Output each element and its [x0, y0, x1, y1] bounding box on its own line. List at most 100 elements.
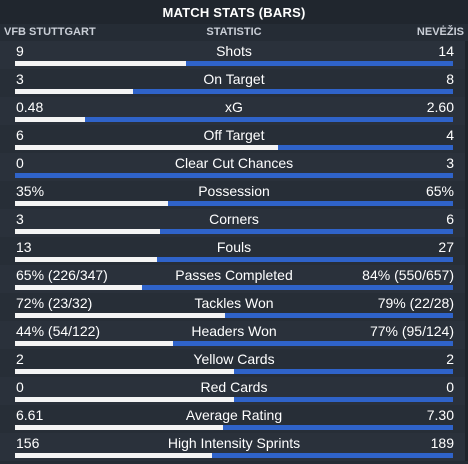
panel-title-bar: MATCH STATS (BARS)	[0, 0, 468, 24]
stat-label: Passes Completed	[175, 267, 293, 283]
home-bar-fill	[15, 397, 234, 402]
home-value: 156	[16, 435, 40, 451]
home-value: 0.48	[16, 99, 44, 115]
comparison-bar	[15, 89, 453, 94]
stat-row: On Target 3 8	[0, 69, 468, 97]
home-value: 44% (54/122)	[16, 323, 101, 339]
away-bar-fill	[172, 341, 453, 346]
home-value: 13	[16, 239, 32, 255]
stat-label: Average Rating	[185, 407, 283, 423]
statistic-column-header: STATISTIC	[206, 26, 262, 38]
stat-label: Corners	[209, 211, 259, 227]
home-bar-fill	[15, 117, 86, 122]
away-bar-fill	[277, 145, 453, 150]
away-bar-fill	[212, 453, 453, 458]
away-bar-fill	[234, 397, 453, 402]
home-value: 35%	[16, 183, 45, 199]
stat-row: Clear Cut Chances 0 3	[0, 153, 468, 181]
stat-label: Possession	[198, 183, 270, 199]
home-bar-fill	[15, 341, 173, 346]
away-value: 3	[446, 155, 454, 171]
away-bar-fill	[185, 61, 453, 66]
column-header-row: STATISTIC VFB STUTTGART NEVĖŽIS	[0, 25, 468, 41]
comparison-bar	[15, 397, 453, 402]
away-value: 8	[446, 71, 454, 87]
away-value: 2.60	[426, 99, 454, 115]
stat-row: Headers Won 44% (54/122) 77% (95/124)	[0, 321, 468, 349]
home-value: 0	[16, 155, 24, 171]
stat-row: High Intensity Sprints 156 189	[0, 433, 468, 461]
stat-label: Off Target	[203, 127, 265, 143]
stat-row: Shots 9 14	[0, 41, 468, 69]
home-team-column-header[interactable]: VFB STUTTGART	[4, 26, 96, 38]
home-bar-fill	[15, 61, 186, 66]
home-bar-fill	[15, 229, 160, 234]
comparison-bar	[15, 117, 453, 122]
away-value: 2	[446, 351, 454, 367]
away-bar-fill	[85, 117, 453, 122]
comparison-bar	[15, 229, 453, 234]
away-value: 4	[446, 127, 454, 143]
stat-row: Yellow Cards 2 2	[0, 349, 468, 377]
home-value: 3	[16, 71, 24, 87]
comparison-bar	[15, 369, 453, 374]
away-bar-fill	[225, 313, 453, 318]
stat-row: Possession 35% 65%	[0, 181, 468, 209]
comparison-bar	[15, 341, 453, 346]
home-bar-fill	[15, 285, 143, 290]
home-value: 2	[16, 351, 24, 367]
home-bar-fill	[15, 369, 234, 374]
home-value: 3	[16, 211, 24, 227]
comparison-bar	[15, 173, 453, 178]
stat-row: Corners 3 6	[0, 209, 468, 237]
comparison-bar	[15, 453, 453, 458]
stat-row: Off Target 6 4	[0, 125, 468, 153]
comparison-bar	[15, 425, 453, 430]
away-value: 189	[430, 435, 454, 451]
comparison-bar	[15, 201, 453, 206]
away-bar-fill	[159, 229, 453, 234]
home-bar-fill	[15, 257, 158, 262]
home-bar-fill	[15, 145, 278, 150]
stat-row: Average Rating 6.61 7.30	[0, 405, 468, 433]
away-value: 6	[446, 211, 454, 227]
away-value: 79% (22/28)	[377, 295, 454, 311]
home-bar-fill	[15, 89, 134, 94]
panel-title: MATCH STATS (BARS)	[162, 4, 306, 20]
stat-label: xG	[225, 99, 243, 115]
away-bar-fill	[223, 425, 453, 430]
comparison-bar	[15, 145, 453, 150]
home-bar-fill	[15, 425, 224, 430]
stat-label: Headers Won	[191, 323, 277, 339]
home-value: 6	[16, 127, 24, 143]
away-bar-fill	[15, 173, 453, 178]
away-value: 65%	[425, 183, 454, 199]
home-bar-fill	[15, 201, 169, 206]
stat-row: Tackles Won 72% (23/32) 79% (22/28)	[0, 293, 468, 321]
stat-label: Clear Cut Chances	[174, 155, 294, 171]
comparison-bar	[15, 61, 453, 66]
scrollbar-track[interactable]	[465, 41, 468, 461]
away-bar-fill	[168, 201, 453, 206]
stats-list: Shots 9 14 On Target 3 8 xG 0.48 2.60 Off Target 6…	[0, 41, 468, 461]
stat-label: Yellow Cards	[193, 351, 275, 367]
away-bar-fill	[142, 285, 453, 290]
away-value: 0	[446, 379, 454, 395]
away-bar-fill	[157, 257, 453, 262]
away-team-column-header[interactable]: NEVĖŽIS	[416, 26, 464, 38]
home-value: 0	[16, 379, 24, 395]
home-value: 9	[16, 43, 24, 59]
away-value: 27	[438, 239, 454, 255]
home-value: 65% (226/347)	[16, 267, 108, 283]
stat-label: On Target	[203, 71, 265, 87]
home-bar-fill	[15, 453, 213, 458]
stat-row: xG 0.48 2.60	[0, 97, 468, 125]
stat-row: Fouls 13 27	[0, 237, 468, 265]
stat-row: Passes Completed 65% (226/347) 84% (550/65…	[0, 265, 468, 293]
comparison-bar	[15, 313, 453, 318]
away-value: 84% (550/657)	[362, 267, 454, 283]
stat-label: Shots	[216, 43, 252, 59]
away-value: 14	[438, 43, 454, 59]
home-bar-fill	[15, 313, 226, 318]
